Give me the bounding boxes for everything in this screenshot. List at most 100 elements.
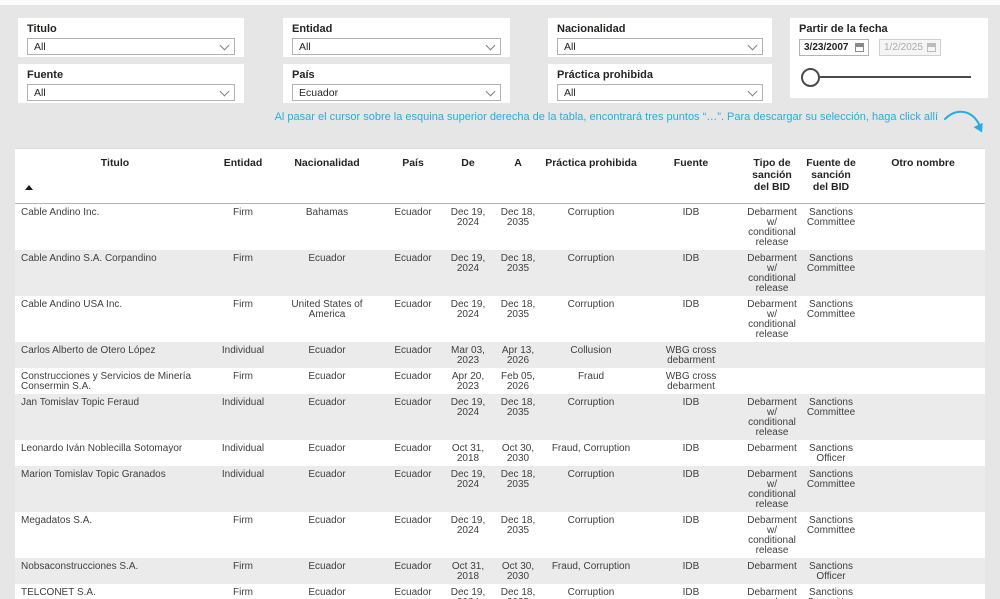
table-cell: Sanctions Officer — [809, 443, 853, 464]
date-start-input[interactable]: 3/23/2007 — [799, 39, 869, 56]
table-cell: Debarment w/ conditional release — [747, 207, 797, 248]
column-header-entidad[interactable]: Entidad — [215, 149, 271, 204]
table-cell: IDB — [682, 207, 700, 218]
column-header-tipo-sancion-bid[interactable]: Tipo de sanción del BID — [743, 149, 801, 204]
table-row[interactable]: Jan Tomislav Topic Feraud Individual Ecuad… — [15, 394, 985, 440]
table-cell: IDB — [682, 253, 700, 264]
table-cell: Cable Andino USA Inc. — [21, 299, 123, 310]
slicer-pais-value: Ecuador — [299, 86, 339, 99]
slicer-fecha-label: Partir de la fecha — [799, 23, 888, 35]
table-row[interactable]: Leonardo Iván Noblecilla Sotomayor Indivi… — [15, 440, 985, 466]
chevron-down-icon — [747, 86, 758, 96]
table-row[interactable]: Cable Andino S.A. Corpandino Firm Ecuador E… — [15, 250, 985, 296]
table-cell: Firm — [233, 587, 253, 598]
table-cell — [743, 368, 801, 394]
table-header-row: Titulo Entidad Nacionalidad País De A Pr… — [15, 149, 985, 204]
table-cell: Mar 03, 2023 — [451, 345, 485, 366]
table-cell: Corruption — [567, 587, 615, 598]
table-row[interactable]: Megadatos S.A. Firm Ecuador Ecuador Dec 19, … — [15, 512, 985, 558]
table-cell: Oct 31, 2018 — [451, 443, 485, 464]
table-cell: Nobsaconstrucciones S.A. — [21, 561, 139, 572]
table-cell: Firm — [233, 299, 253, 310]
table-row[interactable]: TELCONET S.A. Firm Ecuador Ecuador Dec 19, 2… — [15, 584, 985, 599]
column-header-fuente-sancion-bid[interactable]: Fuente de sanción del BID — [801, 149, 861, 204]
calendar-icon[interactable] — [927, 43, 936, 52]
table-cell: Ecuador — [308, 443, 346, 454]
table-body: Cable Andino Inc. Firm Bahamas Ecuador Dec 1… — [15, 204, 985, 599]
table-cell: Corruption — [567, 207, 615, 218]
table-cell: Ecuador — [308, 561, 346, 572]
table-cell: Ecuador — [308, 253, 346, 264]
table-cell: Feb 05, 2026 — [501, 371, 535, 392]
table-cell: Bahamas — [305, 207, 349, 218]
column-header-titulo[interactable]: Titulo — [15, 149, 215, 204]
slider-track[interactable] — [810, 76, 971, 78]
table-cell: Oct 30, 2030 — [501, 561, 535, 582]
table-row[interactable]: Cable Andino Inc. Firm Bahamas Ecuador Dec 1… — [15, 204, 985, 251]
table-cell — [861, 342, 985, 368]
date-start-value: 3/23/2007 — [804, 42, 849, 53]
table-cell: Corruption — [567, 299, 615, 310]
table-cell: Apr 13, 2026 — [501, 345, 535, 366]
date-end-value: 1/2/2025 — [884, 42, 923, 53]
table-cell — [861, 250, 985, 296]
table-cell: Dec 18, 2035 — [500, 397, 536, 418]
slicer-nacionalidad-dropdown[interactable]: All — [557, 38, 763, 55]
slicer-practica-dropdown[interactable]: All — [557, 84, 763, 101]
table-cell: Dec 18, 2035 — [500, 587, 536, 599]
table-row[interactable]: Carlos Alberto de Otero López Individual E… — [15, 342, 985, 368]
table-cell: TELCONET S.A. — [21, 587, 96, 598]
table-row[interactable]: Cable Andino USA Inc. Firm United States o… — [15, 296, 985, 342]
table-cell: Ecuador — [394, 253, 432, 264]
table-cell: WBG cross debarment — [665, 371, 717, 392]
column-header-nacionalidad[interactable]: Nacionalidad — [271, 149, 383, 204]
table-cell: Oct 31, 2018 — [451, 561, 485, 582]
slicer-entidad-dropdown[interactable]: All — [292, 38, 501, 55]
table-cell: Jan Tomislav Topic Feraud — [21, 397, 140, 408]
table-cell: Sanctions Committee — [806, 207, 856, 228]
table-cell: Debarment w/ conditional release — [747, 515, 797, 556]
table-cell: IDB — [682, 443, 700, 454]
table-cell: Apr 20, 2023 — [451, 371, 485, 392]
slicer-fuente: Fuente All — [18, 64, 244, 103]
table-cell: Dec 19, 2024 — [450, 469, 486, 490]
table-cell: United States of America — [291, 299, 363, 320]
table-row[interactable]: Nobsaconstrucciones S.A. Firm Ecuador Ecuad… — [15, 558, 985, 584]
slicer-pais-label: País — [292, 69, 315, 81]
slicer-titulo-value: All — [34, 40, 46, 53]
table-cell: Ecuador — [394, 397, 432, 408]
date-end-input[interactable]: 1/2/2025 — [879, 39, 941, 56]
table-cell: Sanctions Committee — [806, 253, 856, 274]
column-header-pais[interactable]: País — [383, 149, 443, 204]
sort-ascending-icon[interactable] — [25, 185, 33, 190]
table-cell: Ecuador — [394, 469, 432, 480]
column-header-fuente[interactable]: Fuente — [639, 149, 743, 204]
column-header-practica-prohibida[interactable]: Práctica prohibida — [543, 149, 639, 204]
chevron-down-icon — [747, 40, 758, 50]
table-cell: Individual — [221, 345, 265, 356]
table-cell — [861, 558, 985, 584]
table-cell: Corruption — [567, 397, 615, 408]
slicer-pais-dropdown[interactable]: Ecuador — [292, 84, 501, 101]
slider-handle[interactable] — [801, 68, 820, 87]
slicer-entidad-label: Entidad — [292, 23, 333, 35]
table-row[interactable]: Marion Tomislav Topic Granados Individual… — [15, 466, 985, 512]
column-header-a[interactable]: A — [493, 149, 543, 204]
table-cell: Debarment w/ conditional release — [747, 299, 797, 340]
table-cell: Ecuador — [394, 443, 432, 454]
slicer-titulo-dropdown[interactable]: All — [27, 38, 235, 55]
calendar-icon[interactable] — [855, 43, 864, 52]
column-header-otro-nombre[interactable]: Otro nombre — [861, 149, 985, 204]
table-cell: Debarment — [747, 443, 797, 454]
table-cell — [743, 342, 801, 368]
slicer-fecha: Partir de la fecha 3/23/2007 1/2/2025 — [790, 18, 988, 98]
table-row[interactable]: Construcciones y Servicios de Minería Co… — [15, 368, 985, 394]
slicer-fuente-dropdown[interactable]: All — [27, 84, 235, 101]
table-cell — [861, 204, 985, 251]
table-cell: IDB — [682, 561, 700, 572]
column-header-de[interactable]: De — [443, 149, 493, 204]
slicer-pais: País Ecuador — [283, 64, 510, 103]
chevron-down-icon — [485, 86, 496, 96]
table-cell: Dec 18, 2035 — [500, 299, 536, 320]
table-cell: Ecuador — [394, 345, 432, 356]
